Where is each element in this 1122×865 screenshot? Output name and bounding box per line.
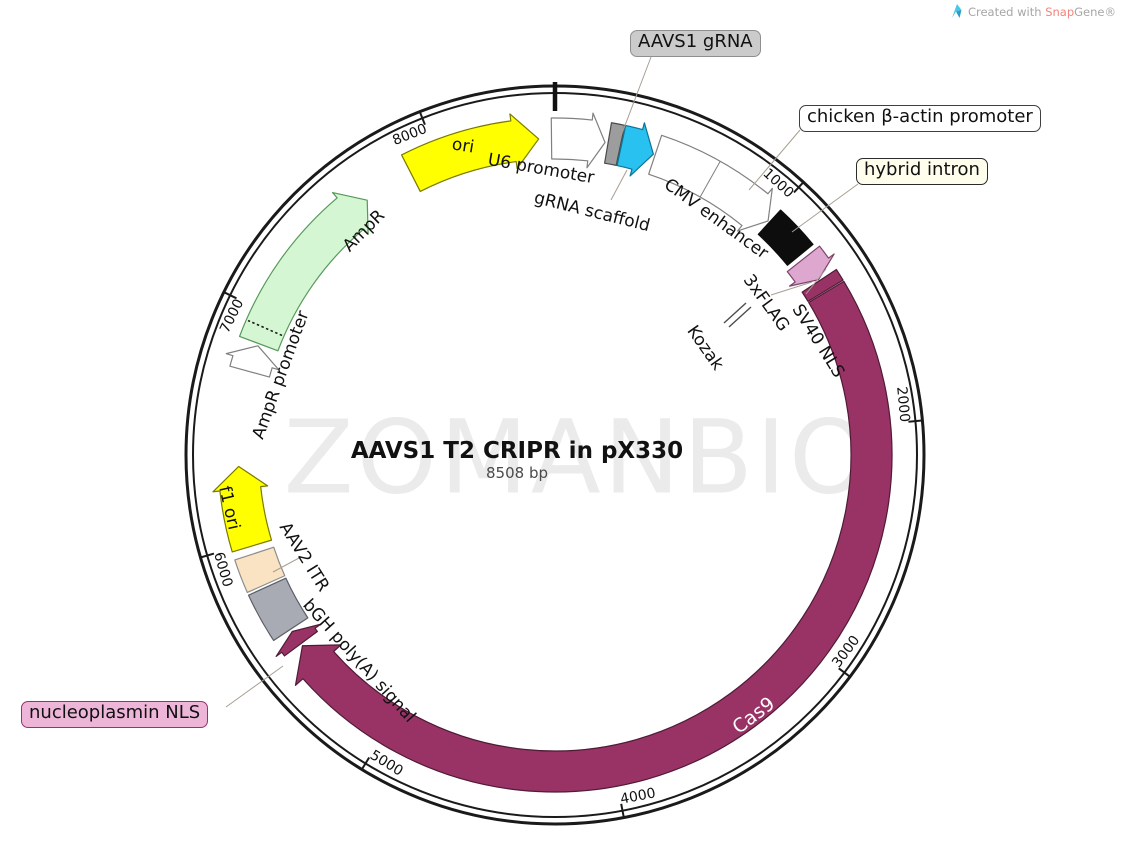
leader-line-0	[620, 56, 652, 137]
plasmid-title: AAVS1 T2 CRIPR in pX330	[350, 438, 684, 464]
feature-divider-cba-unit	[699, 161, 721, 198]
credit-prefix: Created with	[967, 4, 1046, 19]
tick-2000	[908, 419, 924, 423]
feature-label-grna-scaffold: gRNA scaffold	[532, 188, 652, 236]
leader-line-3	[610, 169, 628, 201]
credit-line: Created with SnapGene®	[951, 4, 1116, 19]
plasmid-length: 8508 bp	[486, 464, 548, 482]
feature-label-kozak: Kozak	[683, 322, 728, 374]
feature-nucleoplasmin-nls	[275, 623, 322, 658]
tick-label-2000: 2000	[893, 386, 912, 423]
feature-ampr	[238, 191, 369, 352]
feature-f1-ori	[212, 465, 273, 553]
credit-brand-gene: Gene®	[1074, 4, 1116, 19]
leader-line-6	[272, 557, 300, 573]
credit-brand-snap: Snap	[1045, 4, 1075, 19]
callout-chicken-b-actin-promoter: chicken β-actin promoter	[799, 105, 1041, 132]
tick-6000	[199, 552, 215, 559]
feature-3xflag	[786, 245, 835, 287]
tick-label-6000: 6000	[210, 550, 235, 589]
feature-u6-promoter	[550, 112, 606, 169]
feature-label-3xflag: 3xFLAG	[739, 271, 793, 335]
tick-3000	[838, 667, 852, 679]
tick-8000	[418, 110, 426, 126]
tick-5000	[360, 756, 371, 771]
feature-bgh-polya	[247, 577, 309, 642]
feature-grna-scaffold	[616, 122, 654, 177]
feature-cba-unit	[648, 134, 773, 232]
leader-line-1	[748, 129, 801, 191]
feature-ampr-promoter	[225, 345, 280, 378]
callout-aavs1-grna: AAVS1 gRNA	[630, 30, 761, 57]
feature-label-ori: ori	[451, 134, 476, 157]
leader-line-7	[225, 665, 284, 708]
watermark-text: ZOMANBIO	[283, 398, 873, 518]
callout-nucleoplasmin-nls: nucleoplasmin NLS	[21, 701, 209, 728]
callout-hybrid-intron: hybrid intron	[856, 158, 988, 185]
kozak-pointer-1	[728, 306, 752, 328]
feature-divider-ampr	[247, 319, 283, 337]
snapgene-logo-icon	[951, 4, 962, 18]
leader-line-4	[770, 281, 813, 296]
feature-sv40-nls	[801, 268, 844, 302]
kozak-pointer-0	[723, 302, 747, 324]
leader-line-5	[805, 268, 827, 295]
feature-aav2-itr	[234, 546, 286, 594]
tick-label-4000: 4000	[619, 785, 657, 807]
leader-line-2	[791, 183, 859, 233]
tick-4000	[620, 803, 625, 819]
tick-7000	[222, 290, 237, 300]
feature-aavs1-grna	[604, 122, 626, 166]
feature-cas9	[294, 280, 893, 793]
tick-1000	[793, 180, 805, 194]
feature-ori	[400, 113, 540, 193]
feature-hybrid-intron	[757, 209, 814, 266]
